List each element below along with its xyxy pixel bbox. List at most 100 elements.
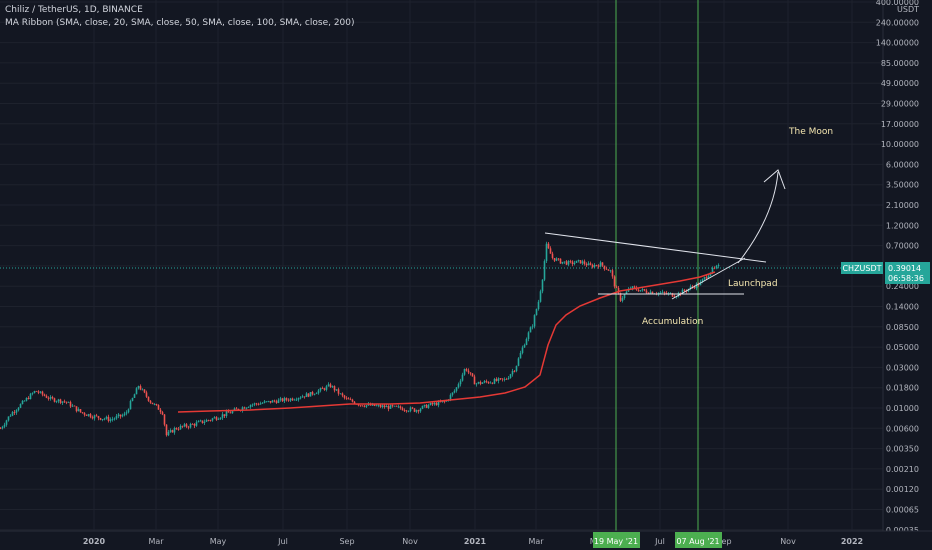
candle-body (559, 258, 562, 264)
candle-body (471, 373, 474, 377)
candle-body (583, 261, 586, 264)
candle-body (115, 416, 118, 419)
candle-body (255, 403, 258, 405)
candle-body (473, 376, 476, 385)
candle-body (507, 377, 510, 380)
time-axis[interactable]: 2020MarMayJulSepNov2021MarMayJulSepNov20… (0, 530, 932, 550)
candle-body (419, 408, 422, 412)
candle-body (111, 418, 114, 420)
candle-body (539, 291, 542, 302)
symbol-tag (841, 262, 883, 274)
annotation-launchpad: Launchpad (728, 279, 778, 289)
candle-body (321, 388, 324, 389)
date-highlight-lines (615, 0, 699, 531)
candle-body (563, 261, 566, 263)
grid (0, 0, 883, 531)
candle-body (375, 405, 378, 407)
candle-body (431, 403, 434, 405)
indicator-legend[interactable]: MA Ribbon (SMA, close, 20, SMA, close, 5… (5, 18, 355, 28)
candle-body (573, 262, 576, 265)
candle-body (195, 422, 198, 426)
price-axis-unit: USDT (897, 5, 919, 14)
candle-body (463, 369, 466, 375)
price-tick-label: 0.00600 (886, 424, 919, 433)
candle-body (65, 401, 68, 403)
price-tick-label: 0.00210 (886, 465, 919, 474)
price-tick-label: 29.00000 (881, 100, 919, 109)
candle-body (271, 400, 274, 403)
candle-body (535, 309, 538, 316)
candle-body (551, 253, 554, 258)
candle-body (163, 414, 166, 425)
time-tick-label: Jul (654, 537, 665, 546)
candle-body (83, 412, 86, 415)
candle-body (659, 292, 662, 294)
candle-body (461, 374, 464, 381)
candle-body (533, 315, 536, 327)
time-tick-label: Mar (148, 537, 164, 546)
candle-body (67, 402, 70, 403)
symbol-title[interactable]: Chiliz / TetherUS, 1D, BINANCE (5, 5, 143, 15)
annotation-accumulation: Accumulation (642, 317, 703, 327)
candle-body (181, 425, 184, 427)
candle-body (693, 286, 696, 289)
candle-body (109, 419, 112, 421)
candle-body (485, 381, 488, 382)
candle-body (509, 374, 512, 378)
candle-body (397, 406, 400, 408)
candle-body (399, 406, 402, 409)
candle-body (645, 290, 648, 293)
candle-body (261, 402, 264, 404)
candle-body (571, 261, 574, 265)
candle-body (409, 407, 412, 411)
candle-body (467, 370, 470, 373)
candle-body (531, 326, 534, 328)
candle-body (17, 407, 20, 411)
candle-body (249, 405, 252, 408)
candle-body (569, 260, 572, 262)
candle-body (99, 418, 102, 420)
candle-body (225, 411, 228, 416)
candle-body (161, 412, 164, 415)
candle-body (425, 404, 428, 408)
price-tick-label: 0.24000 (886, 282, 919, 291)
candle-body (449, 394, 452, 400)
candle-body (275, 401, 278, 403)
candle-body (427, 405, 430, 408)
candle-body (437, 401, 440, 406)
candle-body (145, 392, 148, 397)
candle-body (707, 275, 710, 279)
candle-body (469, 372, 472, 374)
candle-body (189, 423, 192, 428)
candle-body (91, 417, 94, 419)
candle-body (453, 390, 456, 393)
date-tag-19-may-label: 19 May '21 (594, 537, 638, 546)
candle-body (143, 389, 146, 393)
candle-body (457, 384, 460, 388)
candle-body (439, 401, 442, 403)
candle-body (395, 405, 398, 407)
candle-body (75, 406, 78, 412)
candle-body (121, 415, 124, 417)
candle-body (191, 423, 194, 425)
symbol-tag-label: CHZUSDT (842, 264, 881, 273)
candle-body (229, 412, 232, 414)
candle-body (625, 291, 628, 295)
candle-body (129, 400, 132, 410)
candle-body (553, 257, 556, 261)
candle-body (357, 404, 360, 406)
price-tick-label: 400.00000 (876, 0, 919, 7)
candle-body (165, 424, 168, 436)
candle-body (205, 420, 208, 422)
candle-body (677, 292, 680, 297)
candle-body (365, 405, 368, 407)
candle-body (81, 412, 84, 414)
candle-body (183, 424, 186, 427)
candle-body (673, 296, 676, 298)
candle-body (577, 260, 580, 261)
candle-body (545, 243, 548, 262)
candle-body (385, 405, 388, 408)
candle-body (259, 403, 262, 405)
candle-body (33, 391, 36, 394)
